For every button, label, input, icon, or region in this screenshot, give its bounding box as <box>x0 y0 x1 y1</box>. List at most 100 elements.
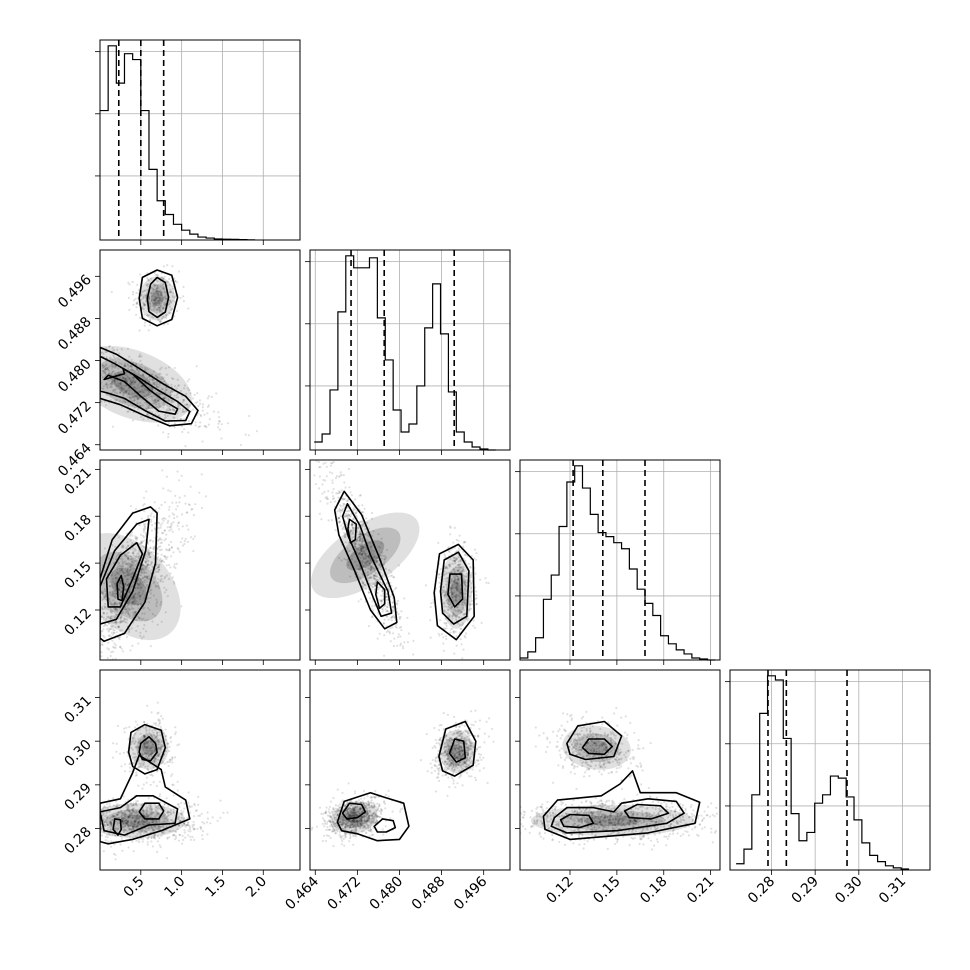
sample-point <box>438 581 441 584</box>
sample-point <box>438 573 441 576</box>
sample-point <box>358 532 362 535</box>
sample-point <box>134 362 137 365</box>
sample-point <box>136 596 139 599</box>
sample-point <box>148 406 151 409</box>
sample-point <box>103 607 106 610</box>
sample-point <box>160 388 163 391</box>
sample-point <box>163 282 166 286</box>
sample-point <box>94 621 96 623</box>
sample-point <box>439 619 442 622</box>
sample-point <box>351 524 354 527</box>
sample-point <box>156 547 159 550</box>
sample-point <box>395 623 398 626</box>
contour-0 <box>116 574 125 602</box>
sample-point <box>111 577 115 581</box>
sample-point <box>142 395 145 398</box>
sample-point <box>117 367 120 370</box>
sample-point <box>358 530 362 534</box>
sample-point <box>150 378 154 381</box>
sample-point <box>155 563 158 566</box>
sample-point <box>93 613 95 615</box>
sample-point <box>375 560 378 563</box>
sample-point <box>153 399 156 402</box>
sample-point <box>158 289 161 292</box>
sample-point <box>111 370 114 373</box>
sample-point <box>55 366 57 368</box>
sample-point <box>146 413 149 416</box>
sample-point <box>106 607 109 611</box>
scatter-frame <box>99 249 301 451</box>
sample-point <box>475 590 478 593</box>
sample-point <box>329 464 332 467</box>
sample-point <box>323 490 326 494</box>
sample-point <box>124 574 127 577</box>
sample-point <box>92 622 94 624</box>
sample-point <box>140 568 143 572</box>
sample-point <box>98 817 100 819</box>
sample-point <box>383 558 386 561</box>
sample-point <box>471 603 474 606</box>
sample-point <box>87 690 89 692</box>
sample-point <box>455 644 458 647</box>
sample-point <box>182 285 185 289</box>
sample-point <box>135 306 138 309</box>
sample-point <box>359 533 362 536</box>
sample-point <box>349 491 352 494</box>
sample-point <box>129 379 132 382</box>
sample-point <box>100 667 102 669</box>
sample-point <box>137 583 140 586</box>
sample-point <box>154 299 157 302</box>
sample-point <box>128 573 132 577</box>
sample-point <box>119 382 122 385</box>
sample-point <box>151 298 154 301</box>
sample-point <box>145 383 148 386</box>
sample-point <box>183 540 186 543</box>
sample-point <box>368 562 371 565</box>
sample-point <box>145 394 148 397</box>
sample-point <box>149 547 152 550</box>
sample-point <box>356 526 359 530</box>
sample-point <box>151 620 154 623</box>
sample-point <box>147 551 150 554</box>
sample-point <box>204 425 207 428</box>
sample-point <box>167 407 170 410</box>
sample-point <box>114 607 117 611</box>
sample-point <box>358 539 361 542</box>
sample-point <box>358 568 361 571</box>
sample-point <box>180 425 183 428</box>
sample-point <box>385 595 388 598</box>
sample-point <box>155 784 158 788</box>
sample-point <box>77 356 79 358</box>
sample-point <box>171 390 174 393</box>
sample-point <box>170 524 173 527</box>
sample-point <box>458 549 461 552</box>
sample-point <box>218 420 221 423</box>
sample-point <box>373 570 376 573</box>
sample-point <box>122 751 125 754</box>
sample-point <box>139 390 142 394</box>
sample-point <box>374 583 377 586</box>
sample-point <box>149 589 152 592</box>
sample-point <box>100 667 102 669</box>
sample-point <box>182 398 186 401</box>
sample-point <box>95 382 97 384</box>
sample-point <box>183 410 186 413</box>
sample-point <box>145 571 148 574</box>
sample-point <box>188 404 191 407</box>
sample-point <box>298 458 300 460</box>
sample-point <box>97 639 99 641</box>
sample-point <box>88 656 90 658</box>
sample-point <box>165 388 168 391</box>
sample-point <box>192 537 195 541</box>
sample-point <box>174 279 177 283</box>
sample-point <box>111 593 114 596</box>
sample-point <box>138 390 141 393</box>
sample-point <box>411 662 413 664</box>
sample-point <box>154 567 157 570</box>
sample-point <box>118 567 122 570</box>
sample-point <box>131 598 134 601</box>
sample-point <box>177 396 180 399</box>
sample-point <box>102 596 106 599</box>
sample-point <box>153 580 156 584</box>
sample-point <box>321 483 324 486</box>
